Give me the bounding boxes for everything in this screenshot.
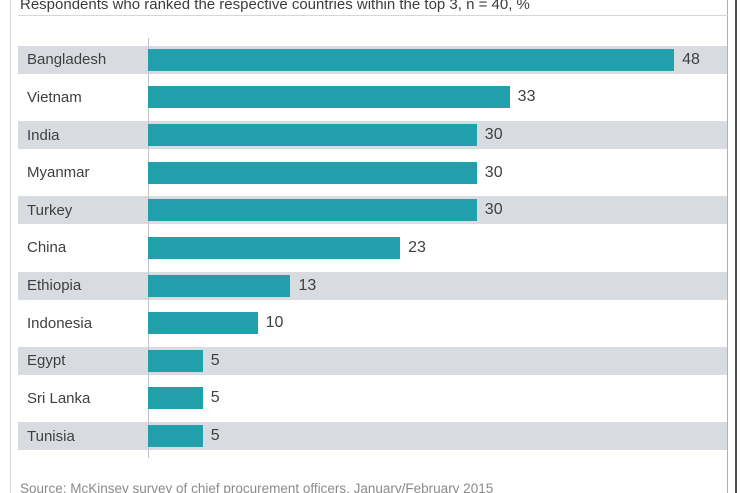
category-label: Bangladesh <box>27 51 107 69</box>
bar <box>148 274 291 297</box>
panel-right-border <box>727 0 728 493</box>
category-label: Turkey <box>27 201 73 219</box>
value-label: 5 <box>210 427 220 445</box>
category-label: Ethiopia <box>27 277 82 295</box>
category-label: India <box>27 126 60 144</box>
value-label: 48 <box>682 50 700 68</box>
panel-left-border <box>10 0 11 493</box>
chart-row: Indonesia 10 <box>18 304 727 342</box>
value-label: 5 <box>210 389 220 407</box>
bar <box>148 349 203 372</box>
value-label: 30 <box>484 163 503 181</box>
category-label: Tunisia <box>27 427 75 445</box>
chart-row: Bangladesh 48 <box>18 41 727 79</box>
chart-row: Sri Lanka 5 <box>18 380 727 418</box>
chart-row: Myanmar 30 <box>18 154 727 192</box>
bar-chart-rows: Bangladesh 48 Vietnam 33 India 30 Myanma… <box>18 41 727 455</box>
chart-row: Vietnam 33 <box>18 79 727 117</box>
category-label: China <box>27 239 67 257</box>
source-note: Source: McKinsey survey of chief procure… <box>20 481 494 493</box>
value-label: 30 <box>484 126 503 144</box>
value-label: 30 <box>484 201 503 219</box>
category-label: Egypt <box>27 352 66 370</box>
value-label: 10 <box>265 314 284 332</box>
bar <box>148 387 203 410</box>
value-label: 13 <box>298 276 317 294</box>
chart-row: Ethiopia 13 <box>18 267 727 305</box>
value-label: 33 <box>517 88 536 106</box>
bar <box>148 124 477 147</box>
chart-row: Egypt 5 <box>18 342 727 380</box>
value-label: 5 <box>210 351 220 369</box>
category-label: Indonesia <box>27 314 93 332</box>
value-label: 23 <box>408 238 426 256</box>
bar <box>148 425 203 448</box>
bar <box>148 312 258 335</box>
title-divider-rule <box>18 15 728 16</box>
chart-subtitle: Respondents who ranked the respective co… <box>20 0 530 13</box>
bar <box>148 48 675 71</box>
chart-row: China 23 <box>18 229 727 267</box>
bar <box>148 86 510 109</box>
bar <box>148 161 477 184</box>
chart-row: India 30 <box>18 116 727 154</box>
chart-row: Turkey 30 <box>18 192 727 230</box>
image-right-edge <box>735 0 737 493</box>
bar <box>148 199 477 222</box>
category-label: Sri Lanka <box>27 389 91 407</box>
chart-row: Tunisia 5 <box>18 417 727 455</box>
category-label: Vietnam <box>27 88 82 106</box>
category-label: Myanmar <box>27 164 90 182</box>
bar <box>148 236 401 259</box>
